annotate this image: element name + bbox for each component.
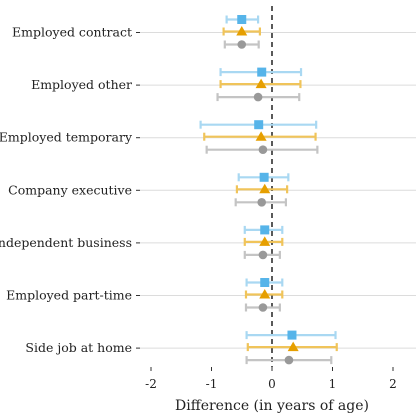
x-tick-label: 0 [268, 377, 276, 391]
ci-group [223, 40, 260, 49]
point-square [259, 172, 269, 182]
ci-group [216, 92, 301, 102]
x-tick-label: -1 [206, 377, 218, 391]
point-circle [258, 145, 268, 154]
ci-group [225, 15, 260, 24]
ci-group [199, 120, 318, 130]
ci-group [243, 236, 284, 246]
point-triangle [236, 26, 248, 36]
y-tick-label: Side job at home [25, 340, 132, 355]
y-tick-label: Employed other [31, 77, 132, 92]
y-tick-label: Employed temporary [0, 130, 133, 145]
point-circle [258, 250, 268, 260]
point-triangle [255, 131, 267, 141]
ci-group [203, 131, 317, 141]
x-axis-title: Difference (in years of age) [175, 398, 369, 414]
ci-group [244, 289, 284, 299]
y-axis: Employed contract Employed other Employed … [0, 25, 140, 355]
ci-group [219, 67, 303, 77]
x-tick-label: 1 [329, 377, 337, 391]
point-circle [284, 355, 294, 365]
point-triangle [259, 289, 271, 299]
point-triangle [259, 236, 271, 246]
point-circle [253, 92, 263, 102]
x-tick-label: -2 [145, 377, 157, 391]
point-circle [237, 40, 247, 49]
y-tick-label: Owner of independent business [0, 235, 132, 250]
point-square [237, 15, 247, 24]
point-square [260, 225, 270, 235]
ci-group [245, 355, 333, 365]
y-tick-label: Employed contract [12, 25, 132, 40]
point-square [257, 67, 267, 77]
ci-group [245, 330, 337, 340]
ci-group [243, 225, 284, 235]
point-triangle [255, 78, 267, 89]
point-triangle [259, 183, 271, 194]
ci-group [244, 303, 281, 312]
x-tick-label: 2 [389, 377, 397, 391]
point-triangle [287, 341, 299, 352]
point-square [254, 120, 264, 130]
point-circle [257, 198, 267, 207]
ci-group [235, 183, 289, 194]
ci-group [237, 172, 290, 182]
point-circle [258, 303, 268, 312]
ci-group [205, 145, 319, 154]
y-tick-label: Company executive [8, 182, 132, 197]
x-axis: -2 -1 0 1 2 [145, 367, 397, 391]
ci-group [219, 78, 302, 89]
data-marks [199, 15, 338, 365]
ci-group [234, 198, 288, 207]
ci-group [246, 341, 338, 352]
ci-group [245, 278, 284, 287]
point-square [260, 278, 270, 287]
ci-group [222, 26, 261, 36]
point-square [287, 330, 297, 340]
ci-group [243, 250, 281, 260]
y-tick-label: Employed part-time [6, 288, 132, 303]
